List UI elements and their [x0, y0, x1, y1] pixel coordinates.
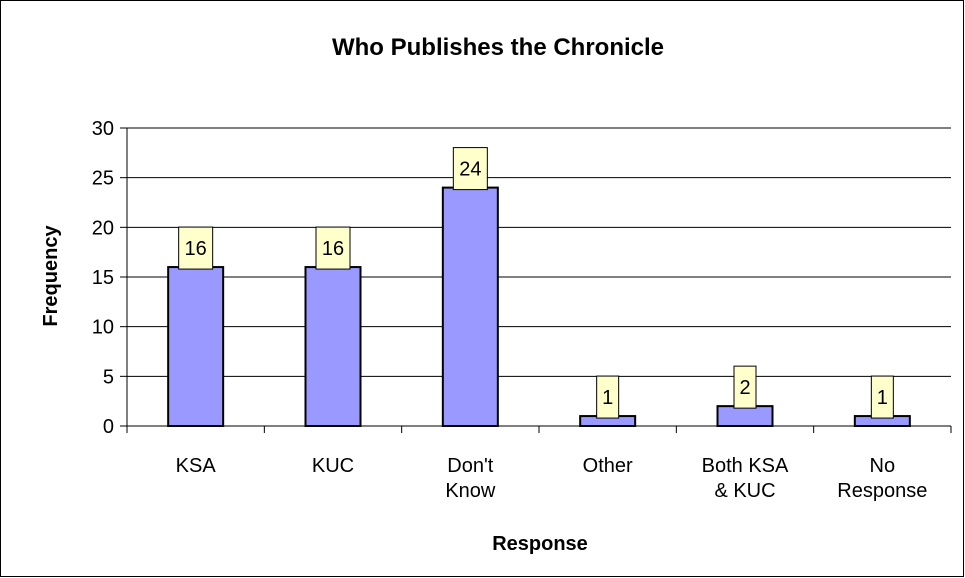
data-label-box	[733, 365, 757, 409]
data-label-box	[178, 226, 214, 270]
gridlines	[127, 127, 951, 377]
data-label: 16	[185, 238, 207, 260]
x-tick-label: No Response	[837, 455, 927, 502]
data-label-box	[596, 375, 620, 419]
x-tick-label: Don't Know	[445, 455, 496, 502]
data-label-box	[452, 147, 488, 191]
y-tick-label: 30	[92, 118, 114, 140]
data-label: 24	[459, 159, 481, 181]
data-label: 16	[322, 238, 344, 260]
data-label: 2	[739, 377, 750, 399]
data-label: 1	[877, 387, 888, 409]
data-label-box	[870, 375, 894, 419]
chart-title: Who Publishes the Chronicle	[332, 34, 664, 61]
y-tick-label: 15	[92, 267, 114, 289]
y-tick-label: 5	[103, 366, 114, 388]
y-tick-label: 0	[103, 416, 114, 438]
bar	[304, 266, 362, 428]
y-axis-title: Frequency	[40, 225, 62, 327]
x-axis-title: Response	[492, 533, 588, 555]
y-tick-label: 25	[92, 168, 114, 190]
x-tick-label: Other	[583, 455, 633, 477]
data-label-box	[315, 226, 351, 270]
data-label: 1	[602, 387, 613, 409]
y-tick-label: 20	[92, 217, 114, 239]
bars	[167, 186, 911, 428]
y-tick-label: 10	[92, 317, 114, 339]
x-tick-label: KUC	[312, 455, 354, 477]
x-tick-label: Both KSA & KUC	[702, 455, 789, 502]
bar	[716, 405, 774, 427]
data-labels: 16 16 24 1 2 1	[178, 147, 894, 419]
bar	[441, 186, 499, 427]
x-tick-label: KSA	[176, 455, 217, 477]
axes: 0 5 10 15 20 25 30 KSA KUC Don't Know Other Both KSA…	[92, 118, 952, 502]
bar	[167, 266, 225, 428]
